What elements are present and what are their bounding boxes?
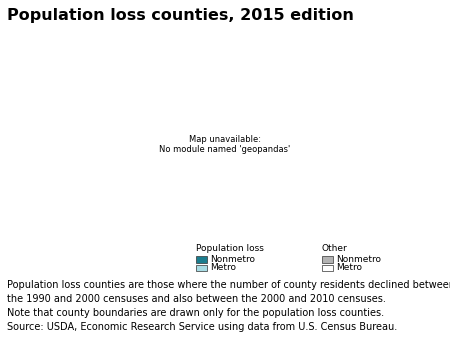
Text: Population loss counties, 2015 edition: Population loss counties, 2015 edition — [7, 8, 354, 23]
Text: Metro: Metro — [210, 264, 236, 272]
Text: Population loss counties are those where the number of county residents declined: Population loss counties are those where… — [7, 280, 450, 332]
Text: Other: Other — [322, 244, 347, 253]
Text: Map unavailable:
No module named 'geopandas': Map unavailable: No module named 'geopan… — [159, 135, 291, 154]
Text: Metro: Metro — [336, 264, 362, 272]
Text: Population loss: Population loss — [196, 244, 264, 253]
Text: Nonmetro: Nonmetro — [336, 255, 381, 264]
Text: Nonmetro: Nonmetro — [210, 255, 255, 264]
